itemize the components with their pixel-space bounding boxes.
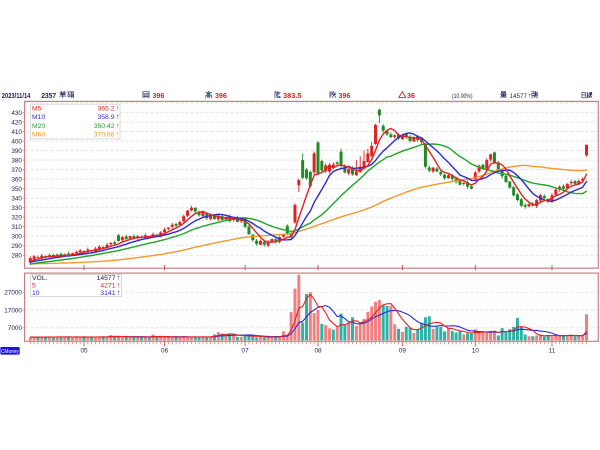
svg-text:280: 280 [11, 253, 22, 260]
svg-text:M5: M5 [32, 105, 42, 112]
svg-text:14577: 14577 [97, 275, 116, 282]
svg-text:06: 06 [161, 347, 169, 354]
svg-text:383.5: 383.5 [283, 93, 302, 100]
svg-text:370.88: 370.88 [94, 132, 115, 139]
svg-text:10: 10 [32, 290, 40, 297]
svg-text:340: 340 [11, 195, 22, 202]
svg-text:09: 09 [399, 347, 407, 354]
svg-text:M60: M60 [32, 132, 45, 139]
svg-text:358.9: 358.9 [97, 114, 114, 121]
svg-text:5: 5 [32, 283, 36, 290]
svg-text:290: 290 [11, 243, 22, 250]
svg-text:420: 420 [11, 119, 22, 126]
svg-text:05: 05 [80, 347, 88, 354]
svg-text:↑: ↑ [117, 281, 121, 290]
svg-text:396: 396 [215, 93, 227, 100]
svg-text:400: 400 [11, 138, 22, 145]
svg-text:VOL.: VOL. [32, 275, 48, 282]
svg-text:430: 430 [11, 110, 22, 117]
svg-text:2023/11/14: 2023/11/14 [2, 93, 31, 100]
svg-text:320: 320 [11, 215, 22, 222]
svg-text:36: 36 [407, 93, 415, 100]
svg-text:4271: 4271 [100, 283, 115, 290]
svg-text:365.2: 365.2 [97, 105, 114, 112]
svg-text:CMoney: CMoney [1, 349, 19, 355]
svg-text:17000: 17000 [4, 307, 22, 314]
svg-text:10: 10 [472, 347, 480, 354]
svg-text:310: 310 [11, 224, 22, 231]
svg-text:396: 396 [339, 93, 351, 100]
svg-text:3141: 3141 [100, 290, 115, 297]
svg-text:M10: M10 [32, 114, 45, 121]
svg-text:360: 360 [11, 176, 22, 183]
svg-text:390: 390 [11, 148, 22, 155]
svg-text:↑: ↑ [528, 91, 532, 100]
svg-text:↑: ↑ [117, 273, 121, 282]
svg-text:350: 350 [11, 186, 22, 193]
svg-text:370: 370 [11, 167, 22, 174]
svg-text:396: 396 [153, 93, 165, 100]
svg-text:410: 410 [11, 129, 22, 136]
svg-text:11: 11 [549, 347, 556, 354]
svg-text:(10.00%): (10.00%) [452, 93, 473, 100]
svg-text:07: 07 [242, 347, 250, 354]
svg-text:14577: 14577 [510, 93, 528, 100]
svg-text:↑: ↑ [116, 112, 120, 121]
svg-text:380: 380 [11, 157, 22, 164]
svg-text:M20: M20 [32, 123, 45, 130]
svg-text:↑: ↑ [117, 288, 121, 297]
svg-text:2357: 2357 [41, 93, 56, 100]
svg-text:08: 08 [314, 347, 322, 354]
svg-text:↑: ↑ [116, 121, 120, 130]
svg-text:300: 300 [11, 234, 22, 241]
svg-text:27000: 27000 [4, 290, 22, 297]
svg-text:7000: 7000 [8, 325, 23, 332]
svg-text:↑: ↑ [116, 130, 120, 139]
svg-text:330: 330 [11, 205, 22, 212]
svg-text:350.42: 350.42 [94, 123, 115, 130]
svg-text:↑: ↑ [116, 103, 120, 112]
